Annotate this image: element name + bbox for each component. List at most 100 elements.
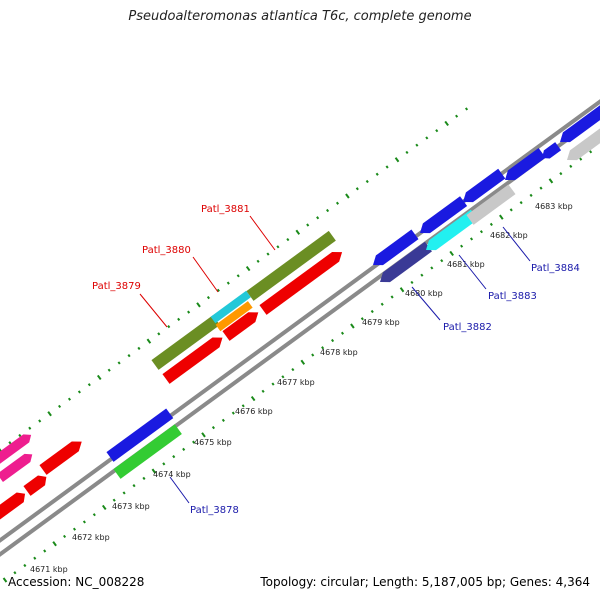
minor-tick [77,390,81,394]
minor-tick [385,165,389,169]
tick-label: 4677 kbp [277,378,315,387]
tick-label: 4675 kbp [194,438,232,447]
minor-tick [157,332,161,336]
minor-tick [375,172,379,176]
gene-feature-patl-3880-cyan[interactable] [210,290,251,324]
minor-tick [410,280,414,285]
gene-feature[interactable] [0,489,29,520]
tick-label: 4681 kbp [447,260,485,269]
gene-label-patl-3879[interactable]: Patl_3879 [92,281,141,292]
major-tick [151,468,157,474]
gene-feature[interactable] [416,196,468,238]
gene-feature[interactable] [0,450,35,483]
gene-feature[interactable] [259,247,345,315]
gene-feature[interactable] [501,147,546,185]
gene-feature-patl-3882[interactable] [376,241,432,287]
leader-line [192,256,219,293]
gene-feature[interactable] [23,472,49,496]
minor-tick [182,447,186,451]
minor-tick [266,252,270,256]
gene-label-patl-3883[interactable]: Patl_3883 [488,291,537,302]
gene-label-patl-3878[interactable]: Patl_3878 [190,505,239,516]
gene-feature[interactable] [162,333,226,384]
minor-tick [306,223,310,227]
tick-label: 4676 kbp [235,407,273,416]
gene-feature-patl-3884[interactable] [466,184,516,225]
gene-label-patl-3882[interactable]: Patl_3882 [443,322,492,333]
major-tick [52,541,57,547]
major-tick [96,374,102,381]
minor-tick [460,244,464,248]
minor-tick [335,201,340,205]
major-tick [146,338,152,344]
tick-labels: 4671 kbp 4672 kbp 4673 kbp 4674 kbp 4675 kbp… [30,202,573,574]
minor-tick [469,237,474,241]
gene-feature-patl-3881[interactable] [246,230,336,301]
leader-line [249,215,276,251]
gene-label-patl-3880[interactable]: Patl_3880 [142,245,191,256]
minor-tick [162,462,166,466]
minor-tick [82,520,86,524]
gene-feature-patl-3880-orange[interactable] [215,301,253,332]
leader-line [458,254,487,290]
minor-tick [137,346,141,351]
minor-tick [281,375,285,379]
minor-tick [321,346,325,350]
minor-tick [216,288,220,292]
minor-tick [18,433,22,438]
minor-tick [559,172,563,176]
minor-tick [132,484,136,488]
gene-feature[interactable] [39,437,85,475]
minor-tick [365,179,369,184]
gene-feature-patl-3883[interactable] [422,209,478,255]
minor-tick [241,404,245,408]
leader-line [169,476,190,504]
minor-tick [211,426,215,430]
gene-feature[interactable] [222,308,261,341]
label-leader-lines [139,215,531,504]
minor-tick [455,114,459,118]
gene-feature[interactable] [459,168,506,207]
minor-tick [326,208,330,213]
major-tick [350,323,355,329]
major-tick [345,193,350,199]
accession-text: Accession: NC_008228 [8,575,145,589]
minor-tick [63,534,67,539]
major-tick [295,229,301,235]
minor-tick [87,383,91,387]
gene-feature[interactable] [369,229,419,269]
minor-tick [519,201,523,205]
gene-feature[interactable] [106,408,174,462]
major-tick [399,287,405,293]
gene-feature[interactable] [539,142,562,162]
minor-tick [425,136,429,140]
minor-tick [117,361,121,365]
tick-label: 4680 kbp [405,289,443,298]
gene-feature-patl-3879[interactable] [151,315,220,370]
minor-tick [360,317,364,321]
minor-tick [58,404,62,409]
leader-line [411,286,441,321]
major-tick [47,411,52,417]
major-tick [444,120,449,127]
minor-tick [67,397,72,401]
gene-feature-patl-3878[interactable] [113,424,182,479]
gene-feature[interactable] [556,101,600,147]
gene-feature[interactable] [0,431,34,467]
tick-label: 4682 kbp [490,231,528,240]
minor-tick [221,418,225,422]
gene-label-patl-3881[interactable]: Patl_3881 [201,204,250,215]
major-tick [499,214,504,220]
gene-label-patl-3884[interactable]: Patl_3884 [531,263,580,274]
minor-tick [464,107,469,111]
minor-tick [276,245,280,249]
minor-tick [316,216,320,220]
minor-tick [43,549,47,553]
minor-tick [311,353,315,357]
minor-tick [331,338,335,343]
genome-summary-text: Topology: circular; Length: 5,187,005 bp… [260,575,590,589]
minor-tick [589,150,593,154]
tick-label: 4673 kbp [112,502,150,511]
backbone-outer-line [0,99,600,543]
major-tick [2,577,8,583]
